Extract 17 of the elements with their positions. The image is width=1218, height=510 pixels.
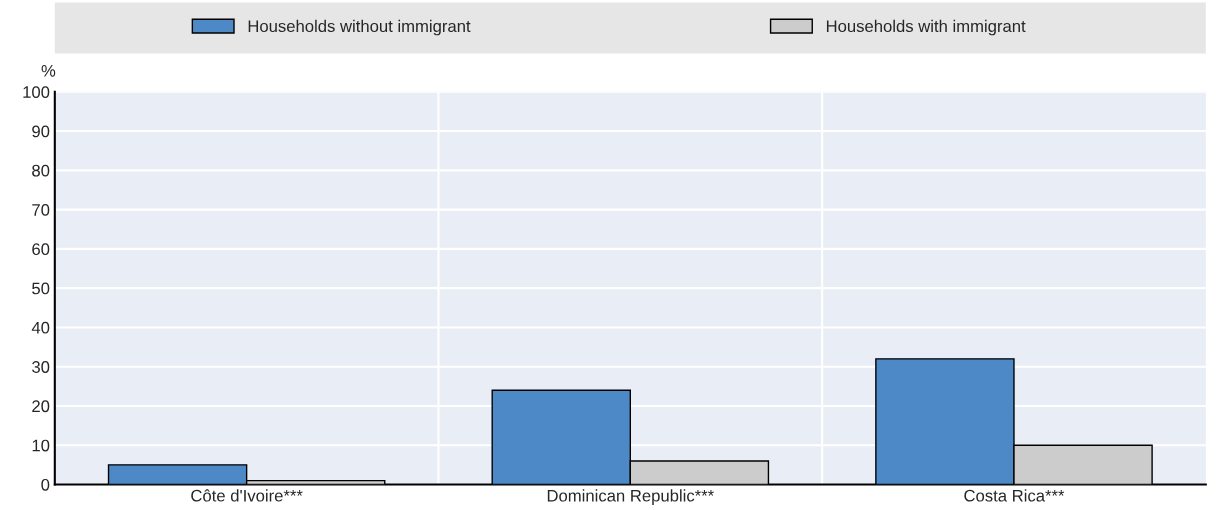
y-tick-label: 90 (32, 125, 50, 138)
y-tick-label: 60 (32, 243, 50, 256)
y-axis-title: % (41, 65, 56, 77)
legend-label: Households without immigrant (248, 19, 471, 36)
y-tick-label: 70 (32, 204, 50, 216)
y-tick-label: 30 (32, 361, 50, 373)
y-tick-label: 10 (32, 439, 50, 452)
x-tick-label: Costa Rica*** (964, 489, 1065, 502)
x-tick-label: Dominican Republic*** (547, 489, 714, 505)
y-tick-label: 0 (41, 478, 50, 491)
y-tick-label: 50 (32, 282, 50, 295)
x-tick-label: Côte d'Ivoire*** (191, 489, 303, 502)
y-tick-label: 100 (23, 86, 50, 98)
legend-label: Households with immigrant (826, 19, 1026, 36)
y-tick-label: 20 (32, 400, 50, 413)
y-tick-label: 80 (32, 164, 50, 177)
y-tick-label: 40 (31, 321, 50, 334)
